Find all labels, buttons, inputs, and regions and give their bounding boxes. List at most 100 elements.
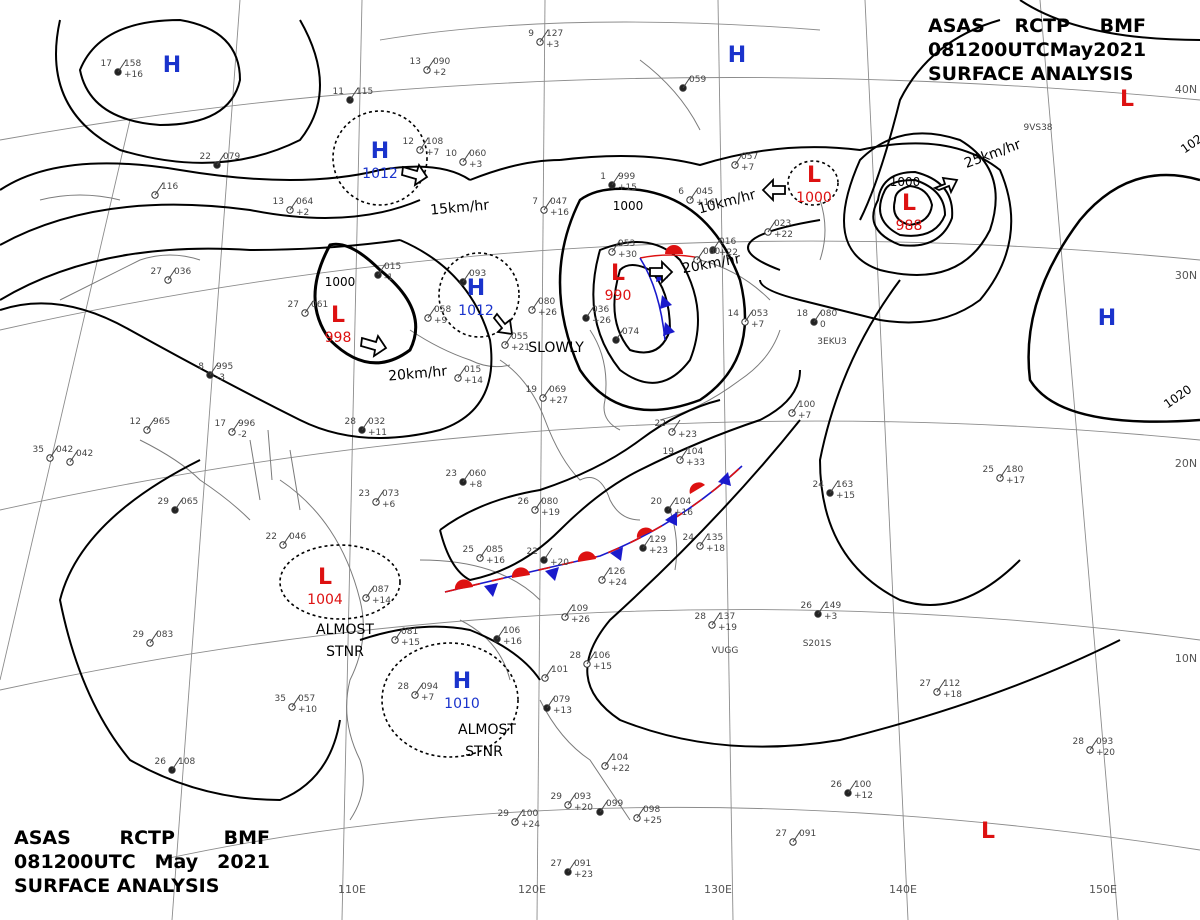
station-pressure: 163 <box>836 480 853 490</box>
wind-barb <box>291 694 301 708</box>
station-pressure: 116 <box>161 182 178 192</box>
station-plot: 100+7 <box>788 400 815 421</box>
title-code: BMF <box>223 827 270 849</box>
isobar-label: 1000 <box>325 275 356 289</box>
station-plot: 023+22 <box>764 219 793 240</box>
station-pressure: 090 <box>433 57 450 67</box>
low-pressure-center: L <box>1120 87 1134 112</box>
station-temperature: 14 <box>728 309 740 319</box>
station-plot: 080+26 <box>528 297 557 318</box>
station-pressure: 996 <box>238 419 255 429</box>
station-pressure-tendency: +22 <box>719 248 738 258</box>
wind-barb <box>611 172 621 186</box>
wind-barb <box>734 152 744 166</box>
station-pressure: 085 <box>486 545 503 555</box>
station-pressure: 999 <box>618 172 635 182</box>
station-temperature: 22 <box>200 152 211 162</box>
station-plot: 24 135+18 <box>683 533 726 554</box>
station-pressure-tendency: +17 <box>1006 476 1025 486</box>
station-temperature: 10 <box>446 149 458 159</box>
station-pressure: 127 <box>546 29 563 39</box>
wind-barb <box>567 792 577 806</box>
wind-barb <box>504 332 514 346</box>
wind-barb <box>117 59 127 73</box>
station-pressure: 100 <box>798 400 815 410</box>
station-plot: 14 053+7 <box>728 309 769 330</box>
station-pressure: 079 <box>223 152 240 162</box>
station-plot: 6 045+16 <box>678 187 715 208</box>
station-temperature: 19 <box>526 385 538 395</box>
longitude-label: 150E <box>1089 883 1117 896</box>
station-plot: 8 995-3 <box>198 362 233 383</box>
wind-barb <box>514 809 524 823</box>
longitude-label: 120E <box>518 883 546 896</box>
station-temperature: 13 <box>273 197 284 207</box>
station-temperature: 17 <box>101 59 112 69</box>
wind-barb <box>599 799 609 813</box>
station-temperature: 23 <box>446 469 457 479</box>
wind-barb <box>419 137 429 151</box>
wind-barb <box>791 400 801 414</box>
station-pressure-tendency: +15 <box>593 662 612 672</box>
station-plot: 27 036 <box>151 267 191 284</box>
station-temperature: 11 <box>333 87 344 97</box>
dashed-isobars <box>279 110 839 758</box>
station-plot: 29 093+20 <box>551 792 594 813</box>
station-pressure: 104 <box>611 753 628 763</box>
station-plot: 17 996-2 <box>215 419 256 440</box>
title-agency: ASAS <box>928 15 985 37</box>
station-pressure-tendency: +16 <box>124 70 143 80</box>
station-temperature: 28 <box>570 651 582 661</box>
station-plot: 35 042 <box>33 445 73 462</box>
wind-barb <box>611 239 621 253</box>
station-pressure: 059 <box>689 75 706 85</box>
wind-barb <box>167 267 177 281</box>
station-plot: 35 057+10 <box>275 694 318 715</box>
wind-barb <box>282 532 292 546</box>
station-temperature: 28 <box>1073 737 1085 747</box>
station-plot: 26 100+12 <box>831 780 873 801</box>
station-plot: 12 108+7 <box>403 137 444 158</box>
wind-barb <box>365 585 375 599</box>
wind-barb <box>289 197 299 211</box>
station-temperature: 22 <box>266 532 277 542</box>
station-pressure-tendency: +19 <box>541 508 560 518</box>
station-pressure: 995 <box>216 362 233 372</box>
station-pressure: 129 <box>649 535 666 545</box>
wind-barb <box>543 197 553 211</box>
station-temperature: 20 <box>651 497 663 507</box>
latitude-label: 40N <box>1175 83 1197 96</box>
station-temperature: 17 <box>215 419 226 429</box>
station-temperature: 29 <box>158 497 170 507</box>
station-pressure-tendency: +16 <box>674 508 693 518</box>
ship-callsign: 3EKU3 <box>817 337 846 347</box>
wind-barb <box>585 305 595 319</box>
station-pressure: 016 <box>719 237 736 247</box>
station-temperature: 27 <box>551 859 562 869</box>
station-pressure-tendency: +2 <box>433 68 446 78</box>
wind-barb <box>496 626 506 640</box>
station-temperature: 18 <box>797 309 809 319</box>
station-plot: 093 <box>459 269 486 286</box>
title-month: May <box>154 851 199 873</box>
center-pressure-value: 988 <box>896 218 923 234</box>
station-plot: 7 047+16 <box>532 197 569 218</box>
longitude-label: 130E <box>704 883 732 896</box>
wind-barb <box>414 682 424 696</box>
wind-barb <box>689 187 699 201</box>
station-pressure: 104 <box>686 447 703 457</box>
station-plot: 28 094+7 <box>398 682 439 703</box>
wind-barb <box>999 465 1009 479</box>
station-pressure: 091 <box>799 829 816 839</box>
station-temperature: 29 <box>551 792 563 802</box>
station-pressure-tendency: +20 <box>574 803 593 813</box>
low-pressure-center: L <box>981 819 995 844</box>
station-plot: 106+16 <box>493 626 522 647</box>
wind-barb <box>696 247 706 261</box>
high-pressure-center: H <box>467 276 485 301</box>
center-pressure-value: 1012 <box>458 303 494 319</box>
station-pressure: 135 <box>706 533 723 543</box>
title-station: RCTP <box>1014 15 1070 37</box>
